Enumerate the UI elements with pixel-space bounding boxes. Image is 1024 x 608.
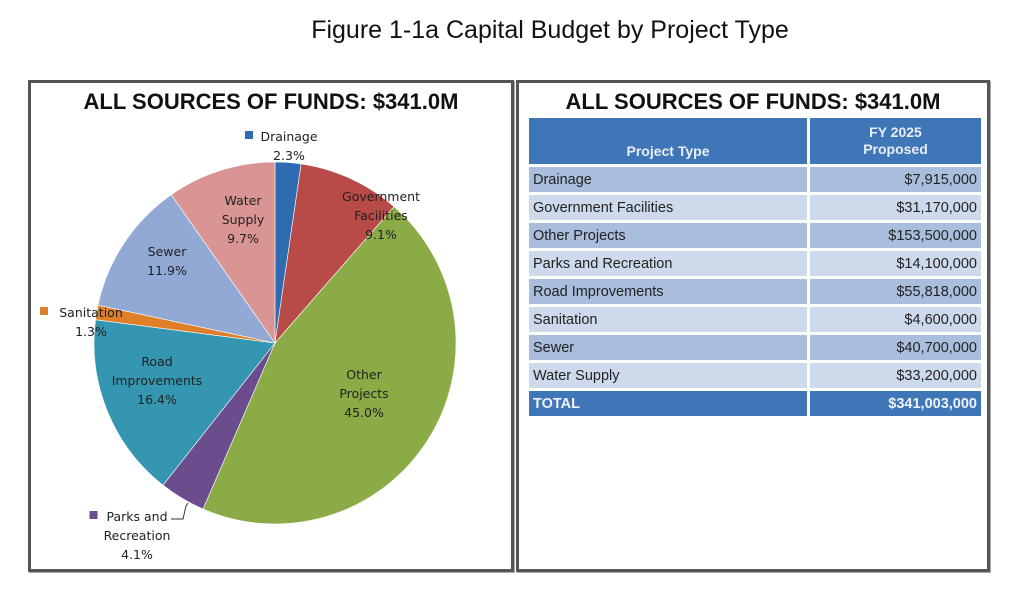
slice-label: Recreation (104, 528, 171, 543)
slice-label: Projects (339, 386, 388, 401)
slice-percent-label: 45.0% (344, 405, 384, 420)
project-type-cell: Drainage (529, 167, 810, 192)
slice-percent-label: 11.9% (147, 263, 187, 278)
legend-marker (40, 307, 48, 315)
amount-cell: $55,818,000 (810, 279, 981, 304)
pie-chart-title: ALL SOURCES OF FUNDS: $341.0M (83, 89, 459, 114)
table-row: Water Supply $33,200,000 (529, 363, 981, 388)
table-row: Other Projects $153,500,000 (529, 223, 981, 248)
amount-cell: $40,700,000 (810, 335, 981, 360)
legend-marker (89, 511, 98, 519)
slice-label: Sewer (148, 244, 188, 259)
figure-title: Figure 1-1a Capital Budget by Project Ty… (311, 16, 789, 44)
project-type-cell: Sanitation (529, 307, 810, 332)
leader-line (171, 502, 189, 520)
project-type-cell: Sewer (529, 335, 810, 360)
slice-label: Other (346, 367, 382, 382)
project-type-cell: Parks and Recreation (529, 251, 810, 276)
amount-cell: $31,170,000 (810, 195, 981, 220)
slice-percent-label: 1.3% (75, 324, 107, 339)
slice-label: Water (225, 193, 263, 208)
pie-slice-other-projects (202, 206, 457, 525)
table-row: Parks and Recreation $14,100,000 (529, 251, 981, 276)
table-row: Sanitation $4,600,000 (529, 307, 981, 332)
pie-slice-sewer (97, 194, 276, 344)
total-row: TOTAL $341,003,000 (529, 391, 981, 416)
slice-label: Improvements (112, 373, 203, 388)
amount-cell: $14,100,000 (810, 251, 981, 276)
budget-table-panel: ALL SOURCES OF FUNDS: $341.0M Project Ty… (516, 80, 990, 572)
header-fy: FY 2025 (869, 124, 922, 140)
slice-percent-label: 9.1% (365, 227, 397, 242)
slice-label: Road (141, 354, 172, 369)
amount-cell: $4,600,000 (810, 307, 981, 332)
amount-cell: $33,200,000 (810, 363, 981, 388)
table-row: Drainage $7,915,000 (529, 167, 981, 192)
slice-percent-label: 9.7% (227, 231, 259, 246)
pie-slice-road-improvements (93, 319, 276, 486)
project-type-cell: Other Projects (529, 223, 810, 248)
slice-percent-label: 4.1% (121, 547, 153, 562)
project-type-cell: Government Facilities (529, 195, 810, 220)
legend-marker (245, 131, 253, 139)
total-label: TOTAL (529, 391, 810, 416)
slice-percent-label: 16.4% (137, 392, 177, 407)
slice-label: Facilities (354, 208, 408, 223)
amount-cell: $153,500,000 (810, 223, 981, 248)
table-row: Government Facilities $31,170,000 (529, 195, 981, 220)
pie-slice-water-supply (170, 161, 276, 344)
table-row: Road Improvements $55,818,000 (529, 279, 981, 304)
project-type-cell: Road Improvements (529, 279, 810, 304)
pie-slice-government-facilities (274, 163, 395, 344)
slice-label: Sanitation (59, 305, 123, 320)
table-title: ALL SOURCES OF FUNDS: $341.0M (565, 89, 941, 114)
slice-label: Drainage (260, 129, 317, 144)
slice-label: Supply (222, 212, 265, 227)
table-header-row: Project Type FY 2025 Proposed (529, 118, 981, 164)
header-proposed: Proposed (863, 141, 928, 157)
table-row: Sewer $40,700,000 (529, 335, 981, 360)
pie-chart-panel: ALL SOURCES OF FUNDS: $341.0M Drainage 2.… (28, 80, 514, 572)
header-fy-proposed: FY 2025 Proposed (810, 118, 981, 164)
project-type-cell: Water Supply (529, 363, 810, 388)
slice-label: Parks and (106, 509, 167, 524)
header-project-type: Project Type (529, 118, 810, 164)
slice-label: Government (342, 189, 420, 204)
slice-percent-label: 2.3% (273, 148, 305, 163)
pie-chart: Drainage 2.3% Government Facilities 9.1% Othe… (40, 129, 457, 562)
budget-table: Project Type FY 2025 Proposed Drainage $7,… (529, 115, 981, 419)
total-amount: $341,003,000 (810, 391, 981, 416)
amount-cell: $7,915,000 (810, 167, 981, 192)
